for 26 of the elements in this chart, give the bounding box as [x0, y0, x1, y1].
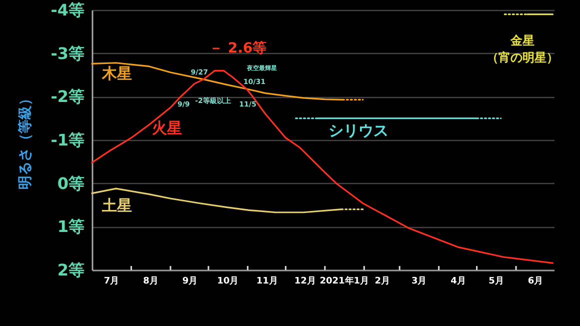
x-tick-label: 10月	[217, 276, 239, 286]
x-tick-label: 12月	[294, 276, 316, 286]
y-tick-label: 1等	[57, 217, 84, 236]
series-label: 金星（宵の明星）	[486, 33, 559, 64]
y-axis-title: 明るさ（等級）	[18, 92, 34, 190]
y-tick-label: -2等	[50, 87, 84, 106]
y-tick-label: -3等	[50, 44, 84, 63]
x-tick-label: 3月	[411, 276, 427, 286]
y-tick-label: 0等	[57, 174, 84, 193]
x-tick-label: 5月	[488, 276, 504, 286]
y-tick-label: -1等	[50, 130, 84, 150]
x-tick-label: 2月	[374, 276, 390, 286]
y-tick-label: 2等	[57, 260, 84, 280]
series-label: 火星	[152, 118, 182, 137]
x-tick-label: 8月	[143, 276, 158, 286]
x-tick-label: 6月	[528, 276, 544, 286]
y-tick-label: -4等	[50, 0, 84, 20]
x-tick-label: 11月	[256, 276, 278, 286]
annotation: － 2.6等	[208, 40, 267, 57]
series-label: 木星	[101, 64, 132, 83]
series-label: シリウス	[328, 121, 388, 140]
x-tick-label: 4月	[450, 276, 466, 286]
x-tick-label: 9月	[182, 276, 198, 286]
x-tick-label: 2021年1月	[320, 276, 370, 286]
x-tick-label: 7月	[104, 276, 120, 286]
series-label: 土星	[101, 196, 132, 214]
